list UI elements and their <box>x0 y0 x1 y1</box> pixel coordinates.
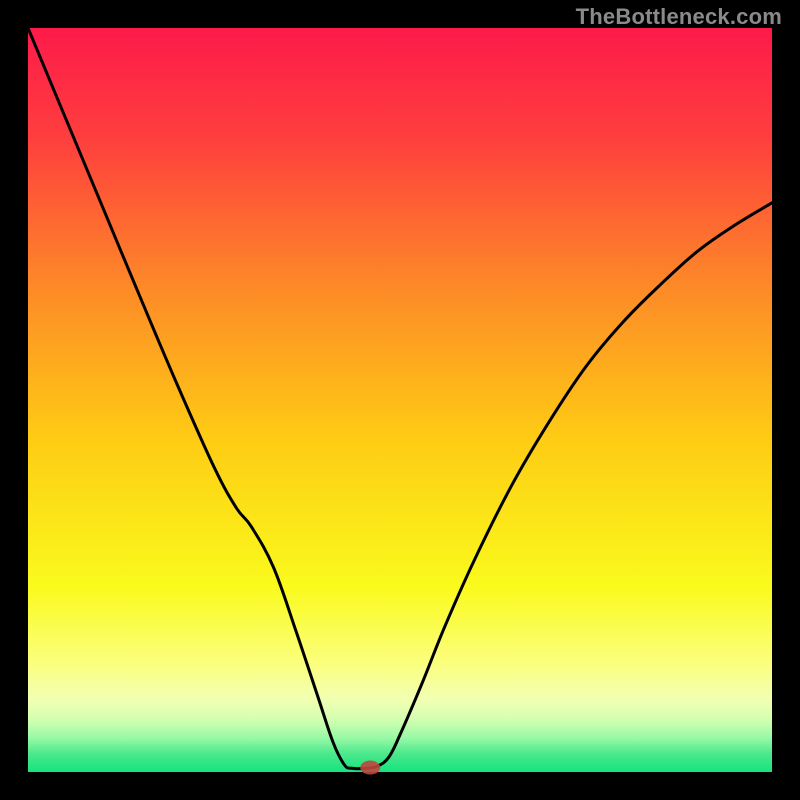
bottleneck-chart <box>0 0 800 800</box>
plot-background <box>28 28 772 772</box>
optimal-point-marker <box>360 761 380 775</box>
chart-frame: TheBottleneck.com <box>0 0 800 800</box>
watermark-text: TheBottleneck.com <box>576 4 782 30</box>
